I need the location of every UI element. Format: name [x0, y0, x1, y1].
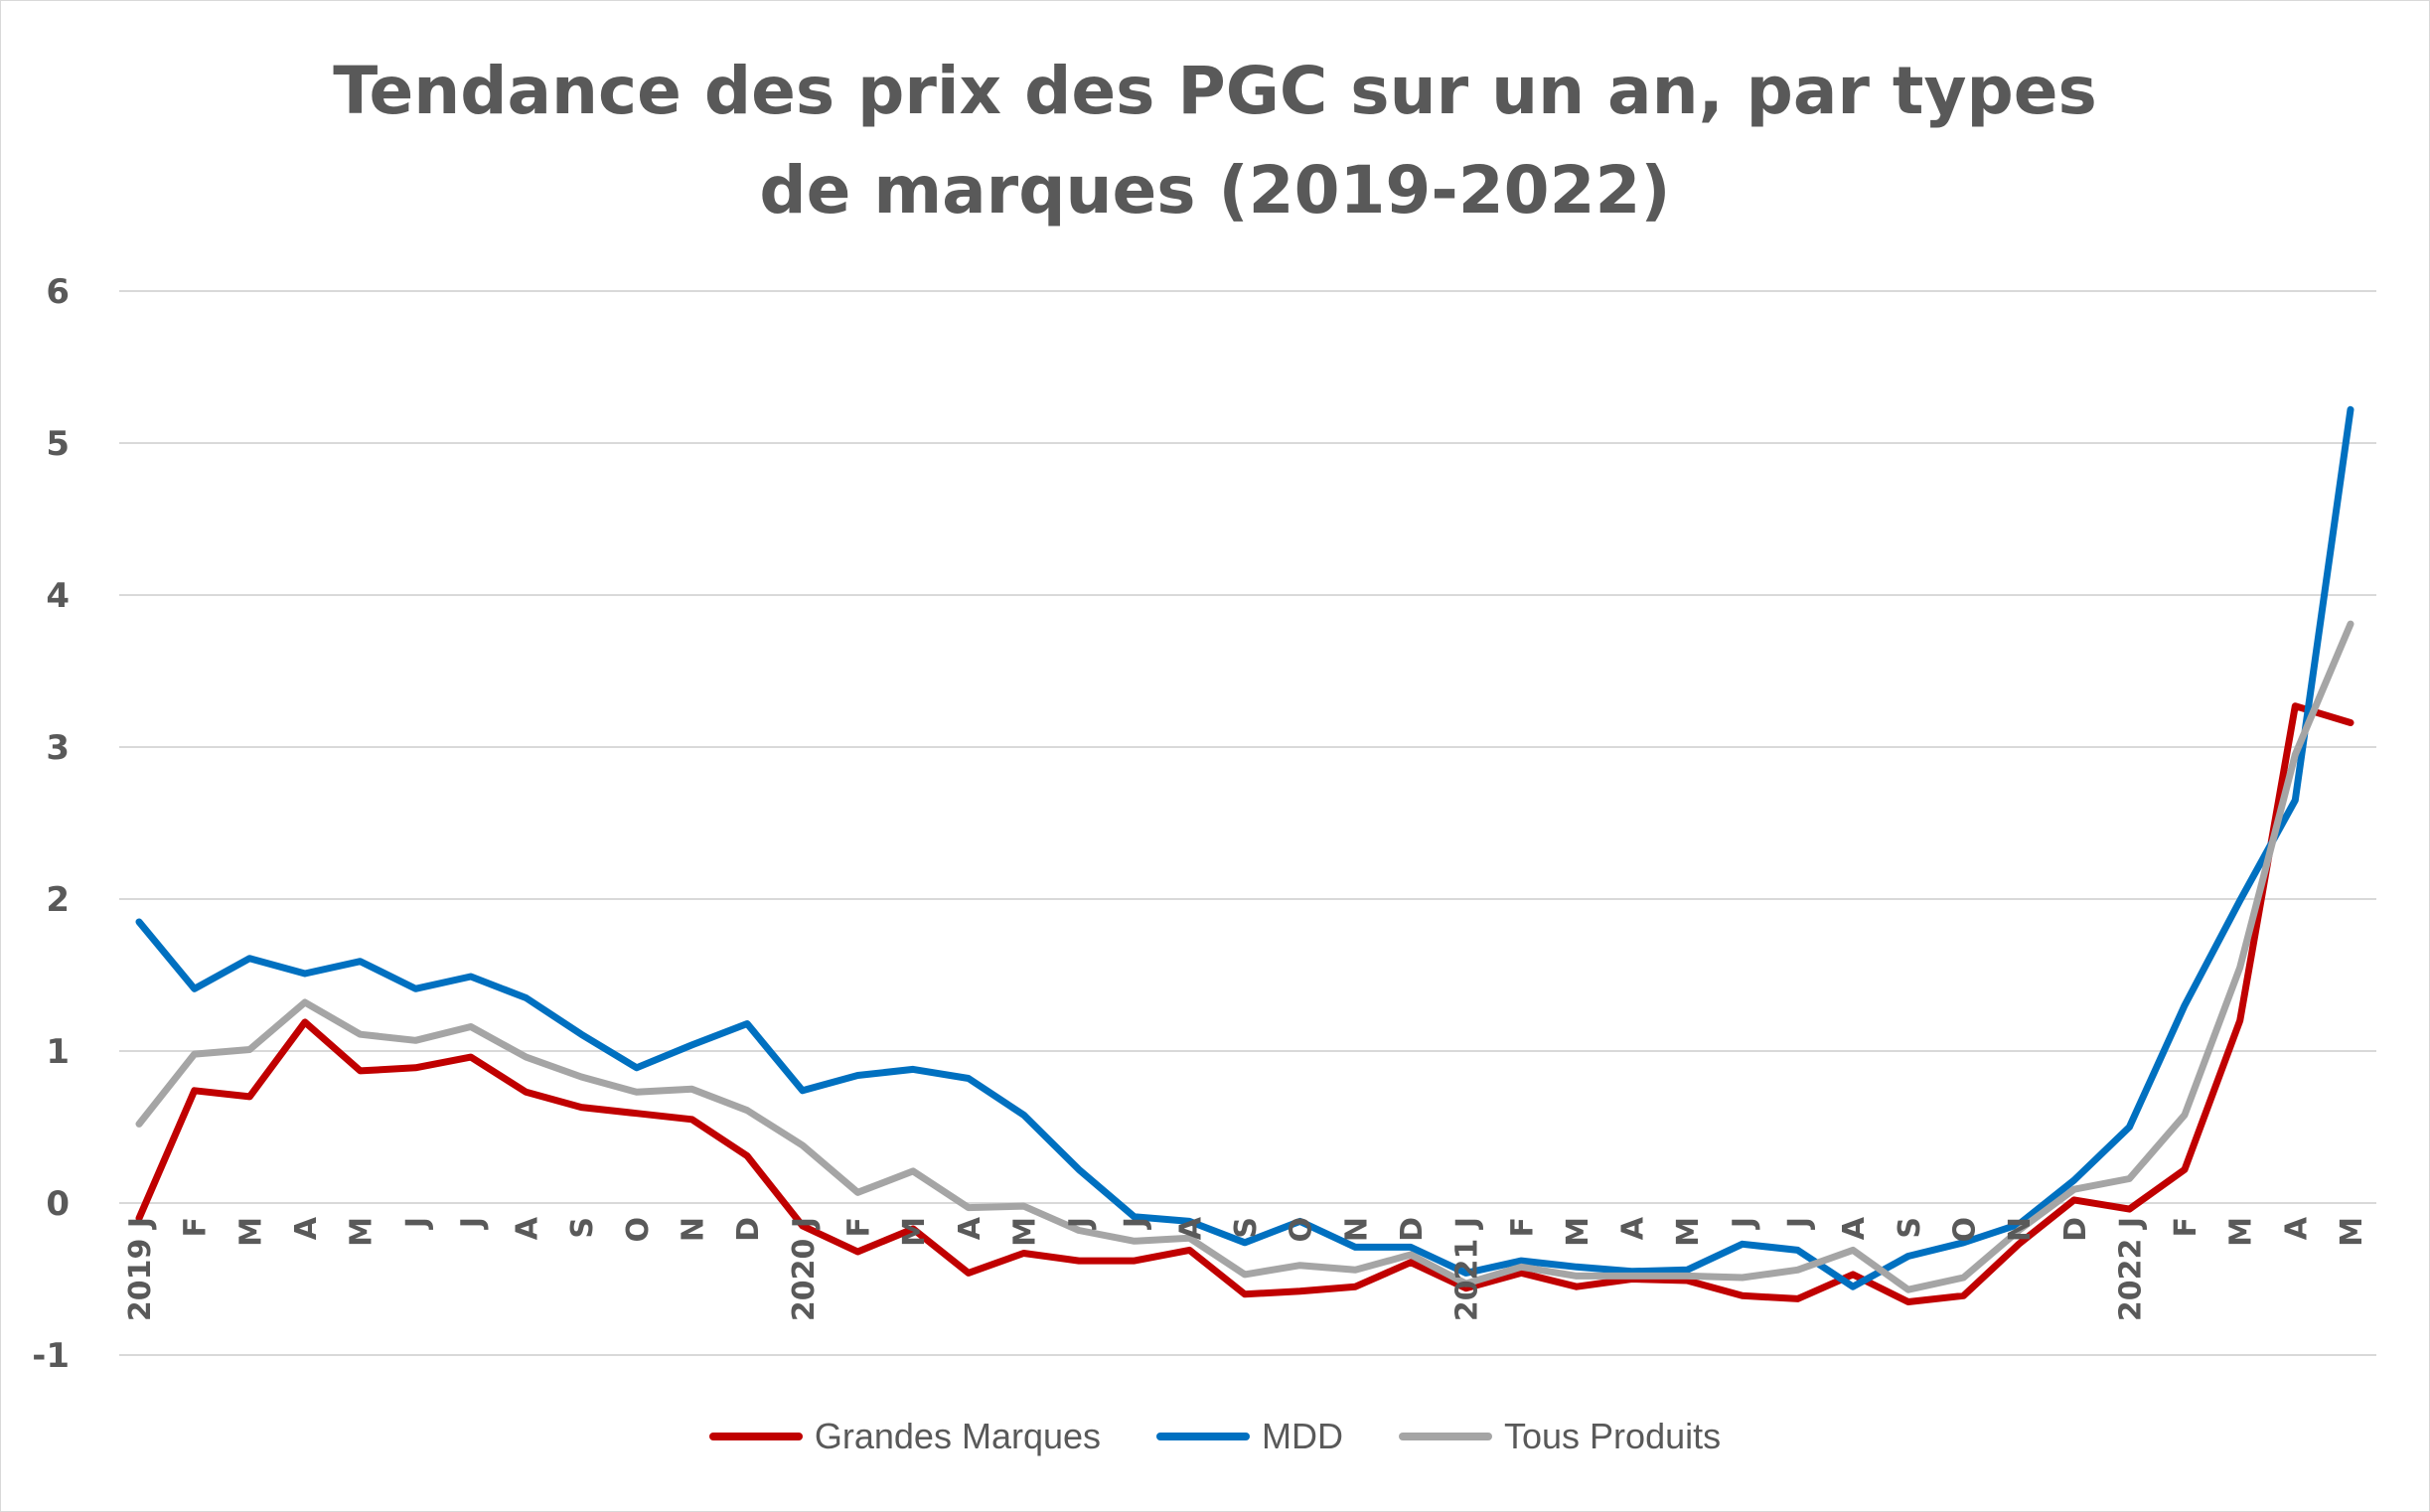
x-tick-label: J [1119, 1217, 1153, 1230]
x-tick-label: A [511, 1216, 545, 1240]
series-line-grandes-marques [135, 702, 2354, 1305]
x-tick-label: A [2279, 1216, 2314, 1240]
y-tick-label: 2 [46, 880, 70, 920]
x-tick-label: N [677, 1217, 711, 1242]
legend-entry-grandes-marques: Grandes Marques [708, 1416, 1102, 1457]
x-tick-label: J [1727, 1217, 1761, 1230]
x-axis-ticks: 2019 J F M A M J J A S O N D 2020 J F M A M J J A S O N D 2021 J… [123, 1216, 2369, 1321]
legend: Grandes Marques MDD Tous Produits [0, 1416, 2430, 1457]
x-tick-label: D [731, 1217, 766, 1242]
x-tick-label: J [1063, 1217, 1098, 1230]
chart-title: Tendance des prix des PGC sur un an, par… [333, 53, 2097, 228]
y-tick-label: 0 [46, 1184, 70, 1224]
legend-entry-mdd: MDD [1156, 1416, 1343, 1457]
x-tick-label: F [2169, 1217, 2203, 1238]
y-tick-label: 1 [46, 1032, 70, 1072]
x-tick-label: M [2335, 1217, 2369, 1247]
x-tick-label: M [345, 1217, 380, 1247]
x-tick-label: N [1339, 1217, 1374, 1242]
y-tick-label: 3 [46, 728, 70, 768]
legend-label-tous-produits: Tous Produits [1504, 1416, 1722, 1456]
x-tick-label: M [2224, 1217, 2259, 1247]
x-tick-label: M [1007, 1217, 1042, 1247]
gridlines [119, 290, 2376, 1356]
legend-swatch-grandes-marques [708, 1433, 803, 1440]
series-lines [135, 405, 2354, 1305]
x-tick-label: A [953, 1216, 987, 1240]
y-axis-ticks: 6 5 4 3 2 1 0 -1 [32, 272, 70, 1376]
x-tick-label: S [1893, 1217, 1927, 1239]
x-tick-label: J [399, 1217, 434, 1230]
series-line-mdd [135, 405, 2354, 1290]
x-tick-label: D [1395, 1217, 1430, 1242]
y-tick-label: 6 [46, 272, 70, 312]
x-tick-label: M [1561, 1217, 1595, 1247]
x-tick-label: M [233, 1217, 268, 1247]
x-tick-label: O [1947, 1217, 1982, 1243]
legend-swatch-tous-produits [1399, 1433, 1492, 1440]
x-tick-label: A [289, 1216, 324, 1240]
y-tick-label: 4 [46, 576, 70, 616]
legend-label-mdd: MDD [1262, 1416, 1343, 1456]
x-tick-label: F [179, 1217, 214, 1238]
x-tick-label: F [841, 1217, 876, 1238]
x-tick-label: A [1173, 1216, 1208, 1240]
legend-swatch-mdd [1156, 1433, 1251, 1440]
x-tick-label: A [1837, 1216, 1872, 1240]
x-tick-label: J [455, 1217, 490, 1230]
legend-entry-tous-produits: Tous Produits [1399, 1416, 1721, 1457]
x-tick-label: F [1505, 1217, 1540, 1238]
y-tick-label: 5 [46, 424, 70, 464]
x-tick-label: 2021 J [1450, 1217, 1485, 1321]
x-tick-label: N [2003, 1217, 2038, 1242]
x-tick-label: S [565, 1217, 600, 1239]
x-tick-label: 2020 J [787, 1217, 822, 1321]
series-line-tous-produits [135, 620, 2354, 1293]
x-tick-label: M [897, 1217, 932, 1247]
legend-label-grandes-marques: Grandes Marques [814, 1416, 1102, 1456]
x-tick-label: M [1671, 1217, 1706, 1247]
x-tick-label: 2019 J [123, 1217, 158, 1321]
x-tick-label: S [1229, 1217, 1264, 1239]
x-tick-label: O [1285, 1217, 1319, 1243]
x-tick-label: O [621, 1217, 656, 1243]
x-tick-label: A [1616, 1216, 1651, 1240]
y-tick-label: -1 [32, 1336, 70, 1376]
x-tick-label: D [2058, 1217, 2093, 1242]
x-tick-label: 2022 J [2113, 1217, 2148, 1321]
x-tick-label: J [1782, 1217, 1817, 1230]
